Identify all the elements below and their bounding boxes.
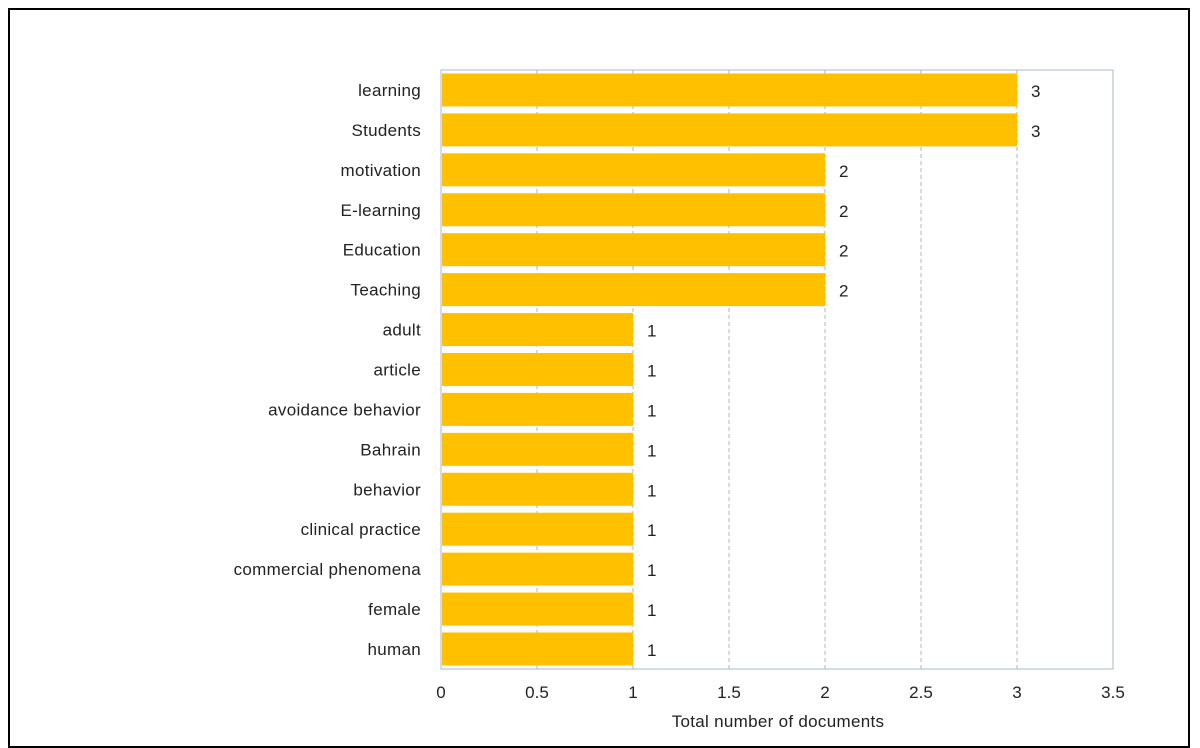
x-tick-label: 1.5 [717,683,741,702]
bar [442,512,633,546]
data-label: 2 [839,202,848,221]
category-label: article [374,360,421,379]
category-label: motivation [341,161,421,180]
category-label: commercial phenomena [234,560,422,579]
data-label: 1 [647,361,656,380]
category-label: behavior [353,480,421,499]
category-label: Teaching [351,281,421,300]
category-label: Students [351,121,421,140]
category-label: learning [358,81,421,100]
bar [442,193,825,227]
bar [442,233,825,267]
bar [442,113,1017,147]
data-label: 1 [647,322,656,341]
data-label: 1 [647,601,656,620]
bar [442,472,633,506]
data-label: 2 [839,162,848,181]
data-label: 3 [1031,122,1040,141]
data-label: 2 [839,282,848,301]
x-tick-label: 0.5 [525,683,549,702]
data-label: 1 [647,561,656,580]
category-label: female [368,600,421,619]
data-label: 1 [647,441,656,460]
category-label: Education [343,241,421,260]
bar [442,432,633,466]
bar-layer [442,73,1017,666]
category-label: Bahrain [360,440,421,459]
data-label: 1 [647,641,656,660]
data-label: 1 [647,481,656,500]
data-label: 3 [1031,82,1040,101]
category-label: adult [383,321,421,340]
category-label: human [368,640,421,659]
x-tick-label: 2 [820,683,829,702]
category-label: avoidance behavior [268,400,421,419]
data-label: 1 [647,401,656,420]
bar [442,592,633,626]
bar [442,392,633,426]
bar [442,552,633,586]
x-axis-title: Total number of documents [672,712,885,731]
bar [442,352,633,386]
bar [442,73,1017,107]
x-tick-label: 2.5 [909,683,933,702]
data-label: 2 [839,242,848,261]
x-tick-label: 0 [436,683,445,702]
bar [442,632,633,666]
category-label: E-learning [341,201,422,220]
plot-area-border [440,69,1114,670]
data-label: 1 [647,521,656,540]
label-layer: 0 0.5 1 1.5 2 2.5 3 3.5 learning 3 Students 3 motiva… [234,81,1125,702]
x-tick-label: 3 [1012,683,1021,702]
bar [442,153,825,187]
bar [442,313,633,347]
x-tick-label: 3.5 [1101,683,1125,702]
x-tick-label: 1 [628,683,637,702]
category-label: clinical practice [301,520,421,539]
bar [442,273,825,307]
